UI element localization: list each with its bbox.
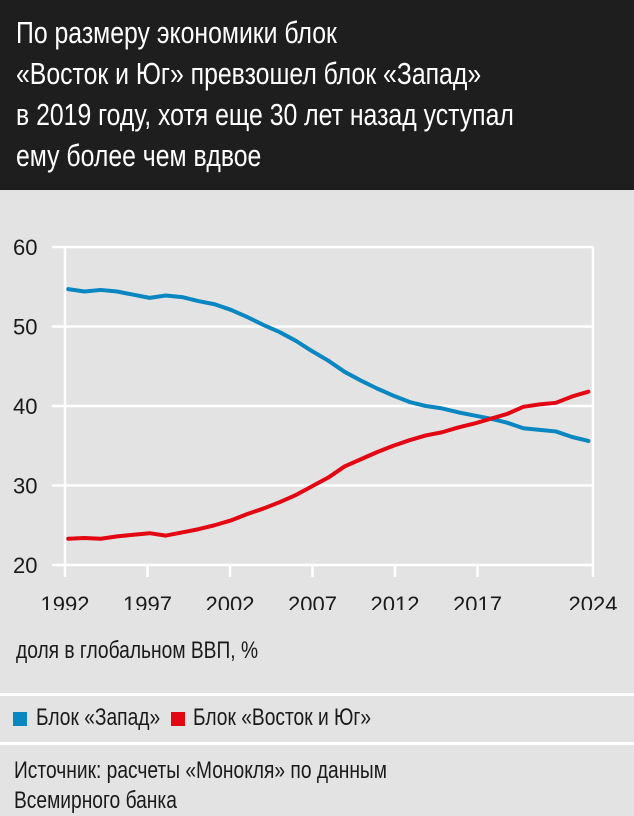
line-chart: 20 30 40 50 60 1992 1997 2002 2007 2012 2017 2024	[13, 235, 618, 610]
y-tick-label: 60	[13, 235, 37, 260]
legend-swatch-east-south	[171, 712, 185, 726]
unit-label: доля в глобальном ВВП, %	[16, 637, 259, 664]
x-tick-label: 1992	[41, 592, 90, 610]
x-tick-label: 2007	[288, 592, 337, 610]
x-tick-label: 1997	[123, 592, 172, 610]
y-tick-label: 40	[13, 394, 37, 419]
legend-label-west: Блок «Запад»	[36, 704, 161, 731]
title-line: По размеру экономики блок	[16, 15, 337, 50]
source-line: Источник: расчеты «Монокля» по данным	[14, 757, 387, 784]
x-tick-label: 2017	[453, 592, 502, 610]
title-line: ему более чем вдвое	[16, 138, 262, 173]
y-tick-label: 50	[13, 315, 37, 340]
legend-label-east-south: Блок «Восток и Юг»	[193, 704, 372, 731]
title-line: в 2019 году, хотя еще 30 лет назад уступ…	[16, 97, 514, 132]
x-tick-label: 2002	[206, 592, 255, 610]
x-tick-label: 2012	[371, 592, 420, 610]
title-line: «Восток и Юг» превзошел блок «Запад»	[16, 56, 482, 91]
y-tick-label: 20	[13, 553, 37, 578]
divider	[0, 693, 634, 696]
y-tick-label: 30	[13, 474, 37, 499]
header: По размеру экономики блок «Восток и Юг» …	[0, 0, 634, 190]
legend-swatch-west	[13, 712, 27, 726]
chart-title: По размеру экономики блок «Восток и Юг» …	[16, 12, 624, 176]
x-tick-label: 2024	[569, 592, 618, 610]
source-note: Источник: расчеты «Монокля» по данным Вс…	[14, 756, 387, 816]
source-line: Всемирного банка	[14, 787, 177, 814]
divider	[0, 742, 634, 745]
series-line-1	[66, 389, 591, 541]
series-line-0	[66, 287, 591, 443]
